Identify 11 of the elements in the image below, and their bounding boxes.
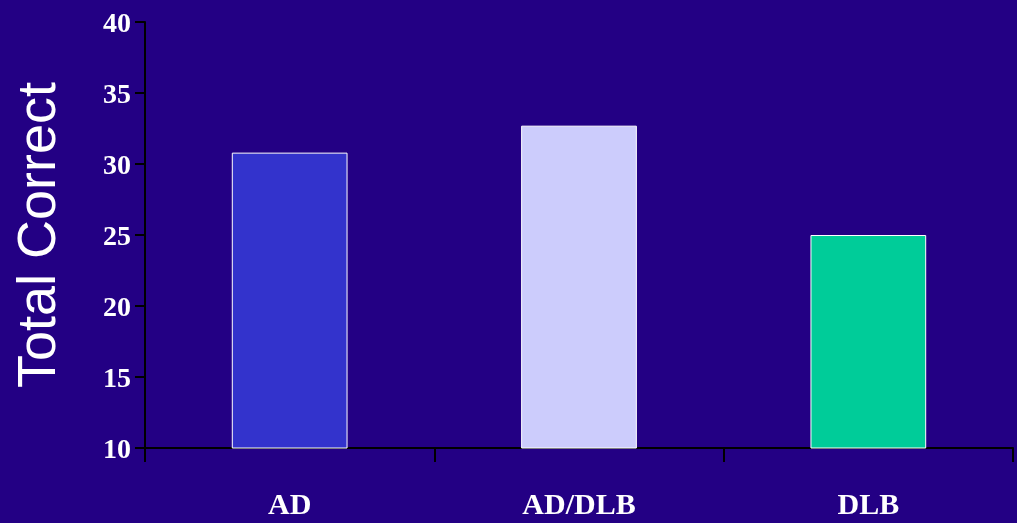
y-axis-title: Total Correct <box>6 81 66 389</box>
y-tick-label: 35 <box>103 77 131 109</box>
x-tick-label: DLB <box>837 486 900 520</box>
y-tick-label: 40 <box>103 6 131 38</box>
y-tick-label: 15 <box>103 361 131 393</box>
y-tick-label: 25 <box>103 219 131 251</box>
x-tick-label: AD <box>267 486 312 520</box>
x-tick-label: AD/DLB <box>522 486 636 520</box>
y-tick-label: 10 <box>103 432 131 464</box>
y-tick-label: 30 <box>103 148 131 180</box>
y-tick-label: 20 <box>103 290 131 322</box>
